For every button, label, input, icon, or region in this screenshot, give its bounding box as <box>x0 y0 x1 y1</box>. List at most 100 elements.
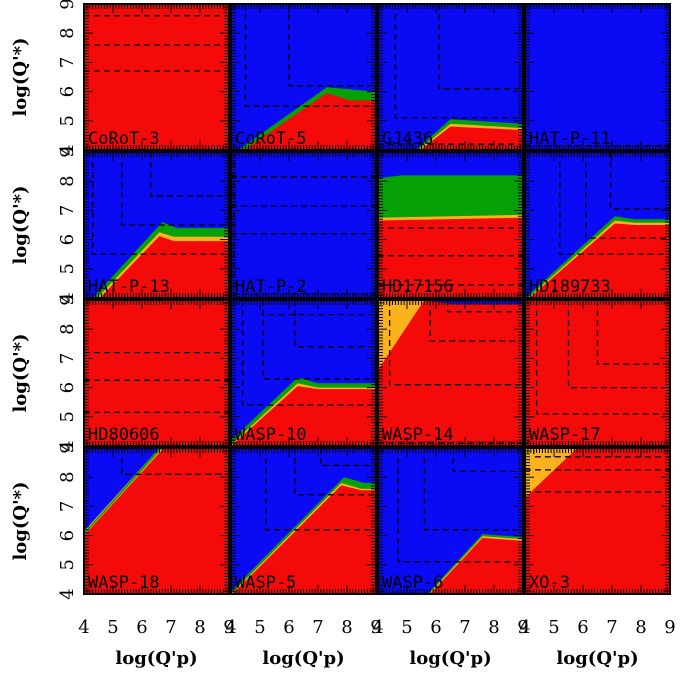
contour-dashed-line <box>288 4 376 87</box>
contour-dashed-line <box>294 300 376 348</box>
panel-label: WASP-18 <box>88 573 160 593</box>
panel-frame <box>230 151 377 299</box>
y-tick-label: 9 <box>57 294 78 305</box>
x-tick-label: 6 <box>136 617 147 638</box>
contour-dashed-line <box>559 152 670 255</box>
panel-frame <box>83 447 230 595</box>
x-tick-label: 9 <box>370 617 381 638</box>
x-tick-label: 5 <box>548 617 559 638</box>
region-red <box>430 537 523 594</box>
contour-dashed-line <box>388 300 523 386</box>
y-axis-title: log(Q'*) <box>10 333 31 412</box>
panel-frame <box>377 447 524 595</box>
panel-wasp-18: WASP-18 <box>83 447 230 595</box>
panel-frame <box>230 3 377 151</box>
panel-ticks <box>230 447 377 595</box>
panel-hd17156: HD17156 <box>377 151 524 299</box>
x-tick-label: 9 <box>664 617 675 638</box>
contour-dashed-line <box>429 300 523 342</box>
region-red <box>232 485 376 594</box>
panel-label: HD189733 <box>529 277 611 297</box>
region-red <box>99 236 229 298</box>
x-tick-label: 4 <box>372 617 383 638</box>
panel-gj436: GJ436 <box>377 3 524 151</box>
panel-label: HD80606 <box>88 425 160 445</box>
x-tick-label: 8 <box>635 617 646 638</box>
contour-dashed-line <box>535 300 670 415</box>
y-tick-label: 5 <box>57 263 78 274</box>
contour-dashed-line <box>150 152 229 197</box>
region-orange <box>525 448 578 498</box>
panel-background <box>525 4 670 150</box>
y-tick-label: 9 <box>57 0 78 10</box>
x-tick-label: 8 <box>341 617 352 638</box>
contour-dashed-line <box>567 300 670 389</box>
panel-hat-p-2: HAT-P-2 <box>230 151 377 299</box>
x-tick-label: 5 <box>107 617 118 638</box>
panel-xo-3: XO-3 <box>524 447 671 595</box>
panel-frame <box>83 151 230 299</box>
contour-dashed-line <box>423 448 523 531</box>
contour-dashed-line <box>121 152 229 226</box>
panel-label: HD17156 <box>382 277 454 297</box>
x-tick-label: 5 <box>254 617 265 638</box>
x-axis-title: log(Q'p) <box>262 648 344 669</box>
y-tick-label: 4 <box>57 588 78 599</box>
y-axis-title: log(Q'*) <box>10 185 31 264</box>
y-tick-label: 6 <box>57 530 78 541</box>
contour-dashed-line <box>438 4 523 90</box>
panel-background <box>84 4 229 150</box>
y-tick-label: 4 <box>57 440 78 451</box>
panel-frame <box>377 299 524 447</box>
x-axis-titles: log(Q'p) log(Q'p) log(Q'p) log(Q'p) <box>115 648 638 669</box>
panel-wasp-17: WASP-17 <box>524 299 671 447</box>
panel-label: CoRoT-5 <box>235 129 307 149</box>
panel-frame <box>524 447 671 595</box>
x-tick-label: 7 <box>459 617 470 638</box>
x-tick-label: 6 <box>577 617 588 638</box>
y-tick-label: 5 <box>57 411 78 422</box>
panel-corot-5: CoRoT-5 <box>230 3 377 151</box>
x-tick-label: 6 <box>283 617 294 638</box>
y-tick-label: 5 <box>57 559 78 570</box>
x-tick-label: 6 <box>430 617 441 638</box>
contour-dashed-line <box>596 300 670 365</box>
contour-dashed-line <box>294 448 376 496</box>
contour-dashed-line <box>320 448 376 467</box>
x-tick-label: 7 <box>606 617 617 638</box>
y-axis-titles: log(Q'*) log(Q'*) log(Q'*) log(Q'*) <box>10 37 31 560</box>
x-tick-label: 7 <box>165 617 176 638</box>
panel-frame <box>524 151 671 299</box>
y-tick-label: 8 <box>57 175 78 186</box>
y-tick-label: 6 <box>57 382 78 393</box>
region-red <box>529 223 670 298</box>
panel-background <box>84 300 229 446</box>
y-tick-label: 6 <box>57 234 78 245</box>
panel-label: WASP-17 <box>529 425 601 445</box>
contour-dashed-line <box>394 4 523 119</box>
region-green <box>84 448 163 535</box>
x-tick-label: 4 <box>78 617 89 638</box>
panel-label: HAT-P-2 <box>235 277 307 297</box>
x-tick-label: 9 <box>517 617 528 638</box>
panel-label: HAT-P-11 <box>529 129 611 149</box>
region-orange <box>84 448 164 536</box>
x-tick-labels: 4 5 6 7 8 94 5 6 7 8 94 5 6 7 8 94 5 6 7 8 9 <box>78 617 675 638</box>
y-tick-label: 6 <box>57 86 78 97</box>
panel-label: WASP-5 <box>235 573 296 593</box>
region-orange <box>378 300 425 371</box>
panel-frame <box>524 3 671 151</box>
panel-frame <box>377 151 524 299</box>
y-tick-label: 8 <box>57 27 78 38</box>
y-tick-label: 9 <box>57 146 78 157</box>
x-tick-label: 7 <box>312 617 323 638</box>
region-red <box>378 217 523 298</box>
x-tick-label: 4 <box>225 617 236 638</box>
panel-grid: CoRoT-3 CoRoT-5 GJ436 HAT-P-11 HAT-P-13 HAT-P… <box>83 3 671 595</box>
contour-dashed-line <box>262 300 376 380</box>
x-tick-label: 8 <box>488 617 499 638</box>
region-red <box>420 126 523 150</box>
panel-frame <box>230 299 377 447</box>
